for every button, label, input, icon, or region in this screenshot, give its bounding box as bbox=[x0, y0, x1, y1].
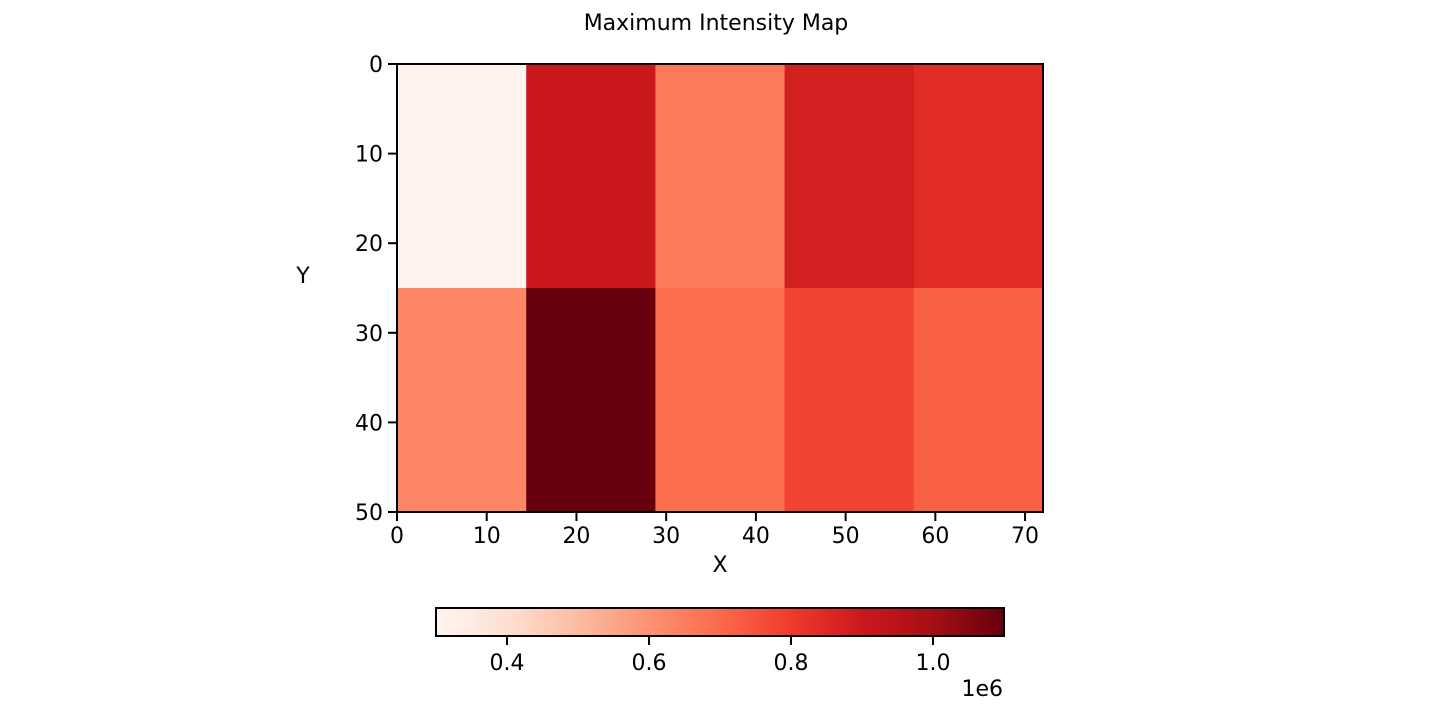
y-axis-label: Y bbox=[295, 264, 310, 289]
heatmap-cell bbox=[655, 64, 786, 289]
x-tick-label: 60 bbox=[921, 524, 949, 549]
colorbar-tick-label: 0.8 bbox=[774, 651, 809, 676]
x-tick-label: 0 bbox=[390, 524, 404, 549]
heatmap-cell bbox=[784, 64, 915, 289]
chart-title: Maximum Intensity Map bbox=[584, 11, 849, 36]
colorbar-tick-label: 1.0 bbox=[916, 651, 951, 676]
heatmap-cell bbox=[655, 288, 786, 513]
heatmap-cell bbox=[526, 64, 656, 289]
colorbar-offset-label: 1e6 bbox=[961, 677, 1003, 702]
y-tick-label: 50 bbox=[355, 501, 383, 526]
colorbar-tick-label: 0.6 bbox=[632, 651, 667, 676]
plot-frame bbox=[396, 63, 1044, 513]
heatmap-cell bbox=[397, 64, 527, 289]
heatmap-cell bbox=[784, 288, 915, 513]
heatmap-cell bbox=[526, 288, 656, 513]
y-tick-label: 10 bbox=[355, 143, 383, 168]
heatmap-cell bbox=[913, 64, 1044, 289]
y-tick-label: 40 bbox=[355, 411, 383, 436]
y-tick-label: 30 bbox=[355, 322, 383, 347]
x-tick-label: 30 bbox=[652, 524, 680, 549]
heatmap-cell bbox=[913, 288, 1044, 513]
x-axis-label: X bbox=[712, 553, 727, 578]
heatmap-cells bbox=[397, 64, 1044, 513]
colorbar-tick-label: 0.4 bbox=[490, 651, 525, 676]
x-tick-label: 40 bbox=[742, 524, 770, 549]
heatmap-cell bbox=[397, 288, 527, 513]
x-tick-label: 70 bbox=[1011, 524, 1039, 549]
y-tick-label: 0 bbox=[369, 53, 383, 78]
colorbar-ticks: 0.4 0.6 0.8 1.0 bbox=[490, 636, 951, 676]
colorbar bbox=[435, 607, 1005, 637]
x-tick-label: 10 bbox=[473, 524, 501, 549]
y-axis-ticks: 0 10 20 30 40 50 bbox=[355, 53, 397, 526]
x-axis-ticks: 0 10 20 30 40 50 60 70 bbox=[390, 512, 1039, 549]
x-tick-label: 20 bbox=[562, 524, 590, 549]
y-tick-label: 20 bbox=[355, 232, 383, 257]
x-tick-label: 50 bbox=[832, 524, 860, 549]
